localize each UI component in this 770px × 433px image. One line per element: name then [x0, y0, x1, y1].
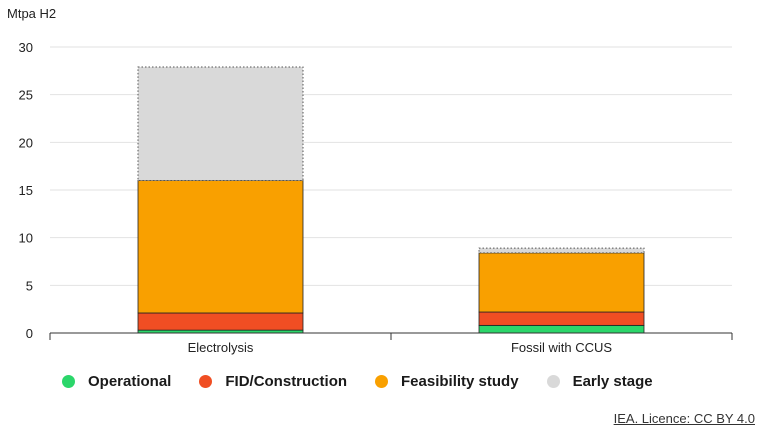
x-axis [49, 332, 733, 340]
legend-item-early-stage: Early stage [546, 373, 653, 390]
y-tick-label: 20 [19, 135, 33, 150]
bar-feasibility-study-fossil-with-ccus [478, 252, 645, 313]
y-tick-label: 0 [26, 326, 33, 341]
y-tick-label: 15 [19, 183, 33, 198]
bar-early-stage-electrolysis [137, 66, 304, 181]
y-axis-ticks: 0 5 10 15 20 25 30 [19, 40, 33, 341]
x-tick-label: Electrolysis [188, 340, 254, 355]
bar-fid-construction-fossil-with-ccus [478, 311, 645, 326]
legend: Operational FID/Construction Feasibility… [62, 373, 681, 390]
bar-fid-construction-electrolysis [137, 312, 304, 331]
legend-swatch-operational [62, 375, 75, 388]
legend-label: FID/Construction [225, 373, 348, 390]
bar-early-stage-fossil-with-ccus [478, 247, 645, 254]
bar-operational-fossil-with-ccus [478, 324, 645, 334]
legend-item-operational: Operational [62, 373, 171, 390]
legend-swatch-fid-construction [199, 375, 213, 388]
legend-swatch-feasibility-study [375, 375, 389, 388]
x-axis-ticks: Electrolysis Fossil with CCUS [188, 340, 613, 355]
y-tick-label: 25 [19, 88, 33, 103]
legend-label: Operational [88, 373, 172, 390]
bar-feasibility-study-electrolysis [137, 180, 304, 314]
stacked-bar-chart: 0 5 10 15 20 25 30 Electrolysis Fossil with CCU… [19, 40, 733, 355]
x-tick-label: Fossil with CCUS [511, 340, 612, 355]
legend-label: Early stage [572, 373, 653, 390]
legend-swatch-early-stage [546, 375, 560, 388]
y-tick-label: 10 [19, 231, 33, 246]
y-tick-label: 30 [19, 40, 33, 55]
source-link[interactable]: IEA. Licence: CC BY 4.0 [613, 411, 755, 426]
legend-item-fid-construction: FID/Construction [199, 373, 347, 390]
y-axis-title: Mtpa H2 [7, 6, 57, 21]
bars [137, 66, 645, 334]
y-tick-label: 5 [26, 278, 33, 293]
legend-item-feasibility-study: Feasibility study [375, 373, 519, 390]
legend-label: Feasibility study [401, 373, 519, 390]
